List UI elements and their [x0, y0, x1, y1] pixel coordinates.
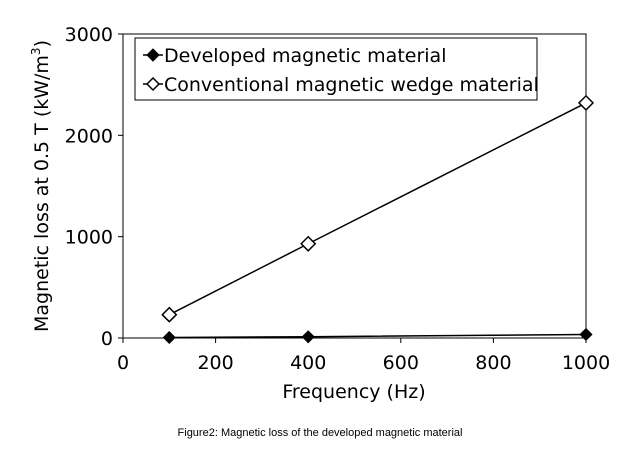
- y-tick-label: 1000: [65, 227, 113, 249]
- legend: Developed magnetic material Conventional…: [134, 37, 539, 101]
- data-point-conventional: [577, 94, 595, 111]
- y-axis: 0 1000 2000 3000: [65, 24, 123, 350]
- series-line-conventional: [168, 102, 587, 316]
- y-tick-label: 3000: [65, 24, 113, 46]
- x-tick-label: 200: [197, 352, 233, 374]
- legend-label-developed: Developed magnetic material: [164, 45, 446, 67]
- y-axis-title: Magnetic loss at 0.5 T (kW/m3): [29, 40, 53, 332]
- legend-marker-developed: [146, 48, 160, 62]
- data-point-developed: [301, 330, 315, 344]
- series-layer: [161, 94, 595, 345]
- data-point-developed: [162, 330, 176, 345]
- y-tick-label: 0: [101, 328, 113, 350]
- plot-area: [122, 33, 587, 339]
- x-tick-label: 0: [117, 352, 129, 374]
- y-axis-title-close: ): [31, 40, 53, 47]
- x-tick-label: 600: [383, 352, 419, 374]
- y-tick-label: 2000: [65, 125, 113, 147]
- x-tick-label: 1000: [562, 352, 610, 374]
- legend-box: [134, 37, 538, 101]
- data-point-conventional: [300, 235, 317, 252]
- x-axis: 0 200 400 600 800 1000: [117, 338, 610, 374]
- y-axis-title-main: Magnetic loss at 0.5 T (kW/m: [31, 55, 53, 332]
- x-tick-label: 800: [475, 352, 511, 374]
- legend-marker-conventional: [145, 76, 161, 92]
- x-axis-title: Frequency (Hz): [282, 381, 425, 403]
- legend-label-conventional: Conventional magnetic wedge material: [164, 74, 539, 96]
- figure-caption: Figure2: Magnetic loss of the developed …: [177, 427, 463, 439]
- series-line-developed: [169, 333, 587, 339]
- x-tick-label: 400: [290, 352, 326, 374]
- y-axis-title-superscript: 3: [29, 47, 43, 55]
- data-point-developed: [579, 327, 593, 342]
- data-point-conventional: [161, 306, 178, 323]
